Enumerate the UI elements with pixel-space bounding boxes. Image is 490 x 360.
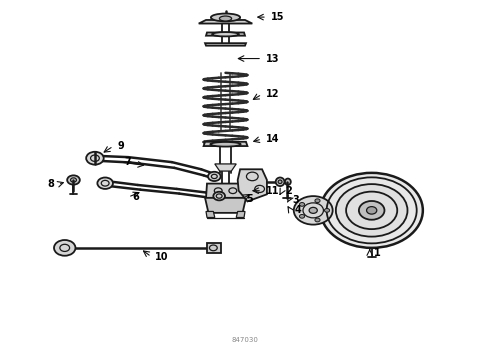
Text: 2: 2 [286, 186, 292, 197]
Text: 3: 3 [293, 195, 299, 204]
Text: 1: 1 [374, 248, 380, 257]
Ellipse shape [211, 14, 240, 21]
Circle shape [367, 207, 377, 214]
Ellipse shape [210, 142, 241, 147]
Polygon shape [205, 198, 246, 213]
Circle shape [315, 199, 320, 203]
Text: 9: 9 [117, 141, 124, 151]
Polygon shape [199, 20, 252, 23]
Polygon shape [215, 164, 236, 171]
Circle shape [320, 173, 423, 248]
Circle shape [67, 175, 80, 185]
Text: 4: 4 [294, 205, 301, 215]
Circle shape [324, 208, 330, 212]
Text: 847030: 847030 [232, 337, 258, 343]
Circle shape [294, 196, 333, 225]
Circle shape [86, 152, 104, 165]
Circle shape [213, 192, 225, 201]
Polygon shape [206, 32, 245, 36]
Ellipse shape [285, 179, 291, 185]
Ellipse shape [276, 177, 285, 186]
Text: 12: 12 [266, 89, 279, 99]
Text: 13: 13 [266, 54, 279, 64]
Polygon shape [236, 211, 245, 217]
Circle shape [309, 207, 318, 213]
Circle shape [336, 184, 408, 237]
Text: 15: 15 [271, 12, 284, 22]
Polygon shape [238, 169, 267, 202]
Ellipse shape [220, 16, 232, 21]
Text: 11: 11 [266, 186, 279, 196]
Text: 14: 14 [266, 134, 279, 144]
Ellipse shape [278, 180, 282, 184]
Circle shape [208, 172, 220, 181]
Polygon shape [203, 142, 247, 146]
Polygon shape [206, 184, 245, 198]
Polygon shape [207, 243, 220, 253]
Circle shape [299, 215, 305, 218]
Circle shape [98, 177, 113, 189]
Circle shape [315, 218, 320, 222]
Circle shape [299, 203, 305, 206]
Text: 10: 10 [155, 252, 169, 262]
Text: 7: 7 [124, 157, 131, 167]
Text: 6: 6 [132, 192, 139, 202]
Text: 5: 5 [246, 194, 253, 203]
Polygon shape [205, 43, 246, 46]
Ellipse shape [212, 32, 239, 36]
Text: 8: 8 [47, 179, 54, 189]
Circle shape [359, 201, 385, 220]
Circle shape [54, 240, 75, 256]
Polygon shape [206, 211, 215, 217]
